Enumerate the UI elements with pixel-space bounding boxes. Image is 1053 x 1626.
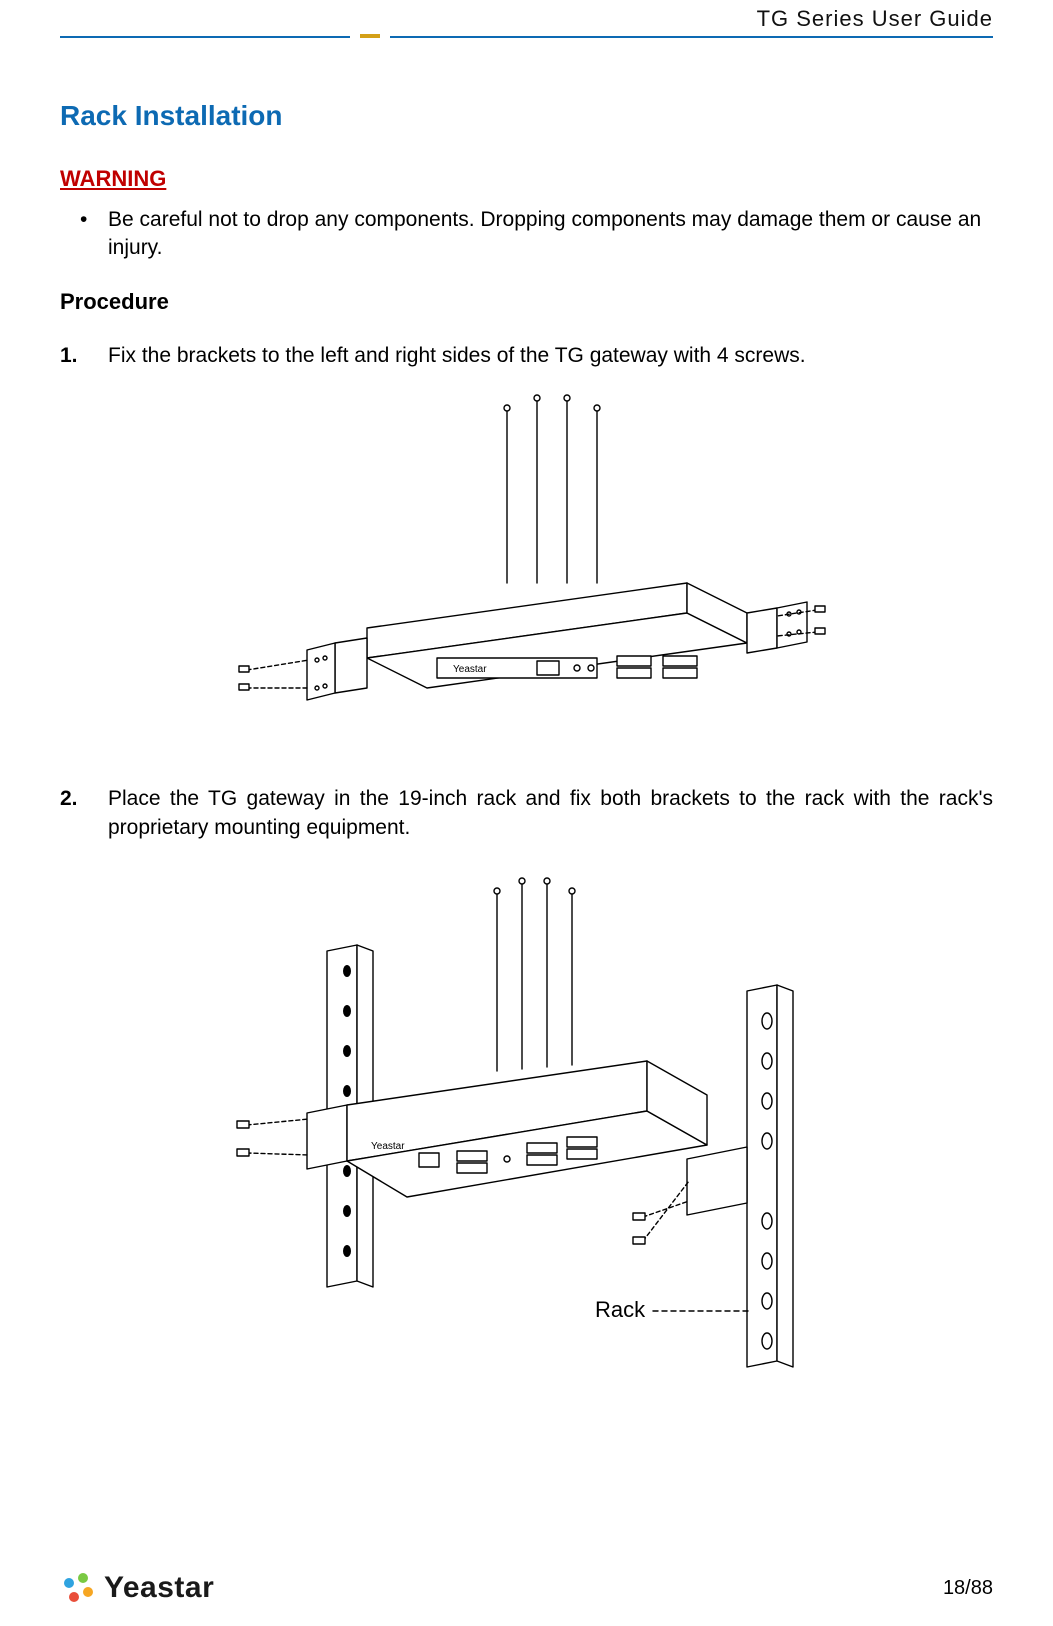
svg-text:Yeastar: Yeastar [453, 664, 487, 675]
warning-label: WARNING [60, 166, 993, 192]
step-text: Place the TG gateway in the 19-inch rack… [108, 787, 993, 839]
step-text: Fix the brackets to the left and right s… [108, 344, 806, 367]
figure-bracket-install: Yeastar [60, 388, 993, 748]
step-number: 1. [60, 341, 78, 370]
svg-text:Yeastar: Yeastar [371, 1141, 405, 1152]
warning-item: Be careful not to drop any components. D… [108, 206, 993, 263]
page-number: 18/88 [943, 1577, 993, 1600]
footer-logo-text: Yeastar [104, 1571, 214, 1605]
rack-label: Rack [595, 1297, 646, 1322]
bracket-diagram-icon: Yeastar [217, 388, 837, 748]
warning-list: Be careful not to drop any components. D… [60, 206, 993, 263]
page-header: TG Series User Guide [60, 6, 993, 32]
section-title: Rack Installation [60, 100, 993, 132]
step-number: 2. [60, 784, 78, 813]
yeastar-logo-icon [60, 1570, 96, 1606]
rack-diagram-icon: Yeastar [187, 861, 867, 1381]
procedure-label: Procedure [60, 289, 993, 315]
figure-rack-install: Yeastar [60, 861, 993, 1381]
footer-logo: Yeastar [60, 1570, 214, 1606]
procedure-step: 2. Place the TG gateway in the 19-inch r… [60, 784, 993, 843]
procedure-step: 1. Fix the brackets to the left and righ… [60, 341, 993, 370]
